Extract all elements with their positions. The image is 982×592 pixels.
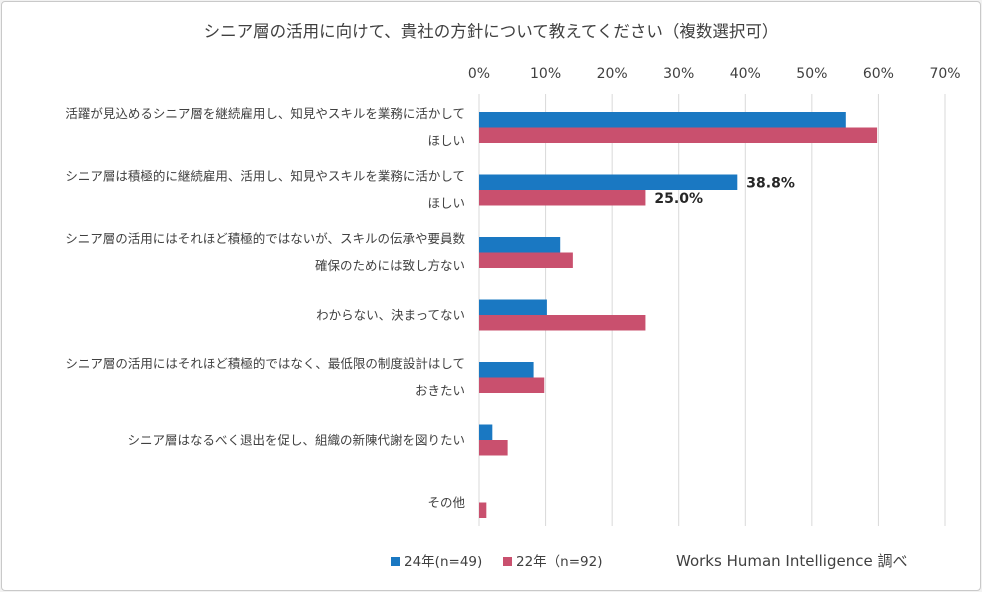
bar-22-1: [479, 190, 646, 206]
x-tick-label: 30%: [663, 66, 694, 82]
category-label-line: ほしい: [427, 133, 465, 148]
bars: [479, 112, 878, 518]
bar-22-6: [479, 502, 487, 518]
category-label: シニア層の活用にはそれほど積極的ではないが、スキルの伝承や要員数確保のためには致…: [65, 231, 465, 273]
category-labels: 活躍が見込めるシニア層を継続雇用し、知見やスキルを業務に活かしてほしいシニア層は…: [65, 106, 465, 510]
bar-22-3: [479, 315, 646, 331]
bar-24-4: [479, 362, 534, 378]
category-label: シニア層はなるべく退出を促し、組織の新陳代謝を図りたい: [127, 433, 465, 448]
x-tick-label: 60%: [863, 66, 894, 82]
x-tick-label: 40%: [730, 66, 761, 82]
x-tick-label: 50%: [796, 66, 827, 82]
category-label-line: シニア層の活用にはそれほど積極的ではなく、最低限の制度設計はして: [65, 356, 465, 371]
category-label-line: シニア層は積極的に継続雇用、活用し、知見やスキルを業務に活かして: [65, 169, 465, 184]
x-axis-ticks: 0% 10% 20% 30% 40% 50% 60% 70%: [468, 66, 961, 82]
bar-22-0: [479, 127, 878, 143]
bar-24-1: [479, 174, 738, 190]
bar-24-5: [479, 424, 493, 440]
category-label: シニア層の活用にはそれほど積極的ではなく、最低限の制度設計はしておきたい: [65, 356, 465, 398]
category-label: 活躍が見込めるシニア層を継続雇用し、知見やスキルを業務に活かしてほしい: [65, 106, 465, 148]
category-label: その他: [427, 495, 465, 510]
category-label-line: シニア層はなるべく退出を促し、組織の新陳代謝を図りたい: [127, 433, 465, 448]
bar-24-2: [479, 237, 561, 253]
x-tick-label: 20%: [597, 66, 628, 82]
category-label-line: おきたい: [415, 383, 465, 398]
source-credit: Works Human Intelligence 調べ: [676, 552, 907, 570]
category-label-line: わからない、決まってない: [316, 308, 465, 323]
bar-22-2: [479, 252, 573, 268]
category-label: わからない、決まってない: [316, 308, 465, 323]
gridlines: [478, 94, 946, 526]
chart-title: シニア層の活用に向けて、貴社の方針について教えてください（複数選択可）: [204, 22, 779, 41]
legend: 24年(n=49) 22年（n=92): [391, 554, 603, 570]
legend-swatch: [391, 557, 400, 566]
category-label-line: 確保のためには致し方ない: [315, 258, 465, 273]
bar-24-3: [479, 299, 547, 315]
category-label-line: 活躍が見込めるシニア層を継続雇用し、知見やスキルを業務に活かして: [65, 106, 465, 121]
legend-label: 24年(n=49): [404, 554, 482, 570]
bar-22-5: [479, 440, 508, 456]
category-label-line: ほしい: [427, 196, 465, 211]
x-tick-label: 70%: [929, 66, 960, 82]
category-label-line: その他: [427, 495, 465, 510]
bar-22-4: [479, 377, 545, 393]
category-label-line: シニア層の活用にはそれほど積極的ではないが、スキルの伝承や要員数: [65, 231, 465, 246]
legend-swatch: [503, 557, 512, 566]
data-label: 38.8%: [746, 175, 795, 191]
legend-label: 22年（n=92): [516, 554, 603, 570]
x-tick-label: 0%: [468, 66, 490, 82]
category-label: シニア層は積極的に継続雇用、活用し、知見やスキルを業務に活かしてほしい: [65, 169, 465, 211]
data-labels: 38.8% 25.0%: [654, 175, 794, 207]
data-label: 25.0%: [654, 191, 703, 207]
x-tick-label: 10%: [530, 66, 561, 82]
bar-24-0: [479, 112, 846, 128]
